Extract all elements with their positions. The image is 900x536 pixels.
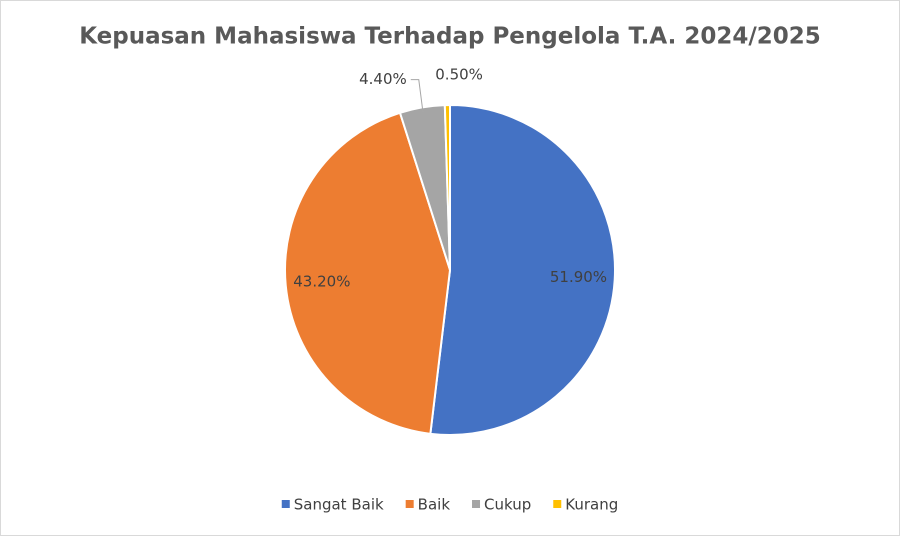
data-label: 51.90% <box>550 268 607 286</box>
pie-slice <box>443 103 451 271</box>
data-label: 4.40% <box>359 70 407 88</box>
chart-title: Kepuasan Mahasiswa Terhadap Pengelola T.… <box>79 24 821 50</box>
legend-swatch <box>281 500 290 508</box>
pie-slice <box>284 111 452 435</box>
data-label: 43.20% <box>293 273 350 291</box>
data-label: 0.50% <box>435 66 483 84</box>
legend-label: Kurang <box>565 496 618 514</box>
legend-label: Sangat Baik <box>294 496 384 514</box>
leader-line <box>410 79 424 113</box>
legend-swatch <box>472 500 481 508</box>
legend-label: Baik <box>418 496 451 514</box>
legend-swatch <box>553 500 562 508</box>
legend-label: Cukup <box>484 496 531 514</box>
pie-slice <box>429 103 616 436</box>
legend-swatch <box>405 500 414 508</box>
